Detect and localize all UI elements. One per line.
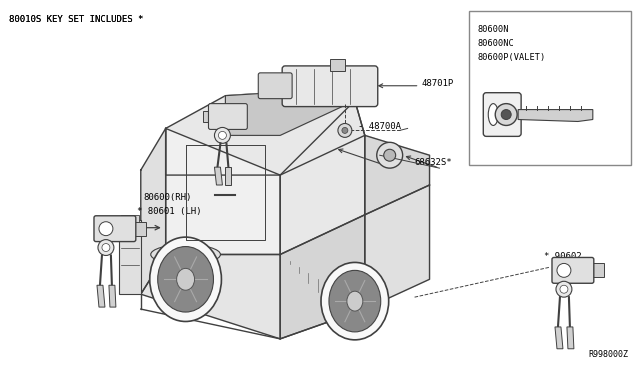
Polygon shape (121, 215, 139, 230)
Ellipse shape (150, 237, 221, 321)
Text: 80600NC: 80600NC (477, 39, 514, 48)
Text: R998000Z: R998000Z (589, 350, 628, 359)
Polygon shape (365, 135, 429, 215)
Text: 80010S KEY SET INCLUDES *: 80010S KEY SET INCLUDES * (10, 15, 144, 24)
Polygon shape (555, 327, 563, 349)
Polygon shape (128, 222, 146, 235)
Circle shape (102, 244, 110, 251)
Text: - 48700A: - 48700A (358, 122, 401, 131)
FancyBboxPatch shape (209, 104, 247, 129)
Text: 80600P(VALET): 80600P(VALET) (477, 53, 545, 62)
Bar (469, 11, 630, 165)
Circle shape (214, 128, 230, 143)
Ellipse shape (177, 268, 195, 290)
Circle shape (218, 131, 227, 140)
Ellipse shape (157, 247, 214, 312)
Polygon shape (280, 101, 365, 254)
Polygon shape (365, 185, 429, 309)
Circle shape (338, 124, 352, 137)
Text: 48701P: 48701P (422, 79, 454, 88)
Text: 48700*: 48700* (252, 98, 285, 107)
Polygon shape (225, 91, 355, 135)
Text: 80010S KEY SET INCLUDES *: 80010S KEY SET INCLUDES * (10, 15, 144, 24)
Polygon shape (109, 285, 116, 307)
Ellipse shape (151, 244, 220, 264)
Circle shape (495, 104, 517, 125)
Ellipse shape (347, 291, 363, 311)
Polygon shape (119, 220, 141, 294)
Circle shape (98, 240, 114, 256)
Polygon shape (225, 167, 232, 185)
FancyBboxPatch shape (259, 73, 292, 99)
Polygon shape (214, 167, 223, 185)
FancyBboxPatch shape (94, 216, 136, 241)
Polygon shape (166, 91, 365, 175)
Text: 80600N: 80600N (477, 25, 509, 34)
Circle shape (556, 281, 572, 297)
Circle shape (377, 142, 403, 168)
Text: * 80601 (LH): * 80601 (LH) (137, 207, 202, 216)
Circle shape (501, 110, 511, 119)
Ellipse shape (321, 262, 388, 340)
Polygon shape (586, 263, 604, 277)
Polygon shape (567, 327, 574, 349)
Circle shape (560, 285, 568, 293)
FancyBboxPatch shape (282, 66, 378, 107)
Text: 80600(RH): 80600(RH) (144, 193, 192, 202)
Polygon shape (97, 285, 105, 307)
Text: 68632S*: 68632S* (415, 158, 452, 167)
Polygon shape (518, 110, 593, 122)
Circle shape (342, 128, 348, 134)
FancyBboxPatch shape (483, 93, 521, 137)
Polygon shape (166, 128, 280, 254)
Polygon shape (202, 110, 216, 122)
FancyBboxPatch shape (552, 257, 594, 283)
Ellipse shape (488, 104, 498, 125)
Polygon shape (330, 59, 345, 71)
Text: * 90602: * 90602 (544, 251, 582, 260)
Circle shape (384, 149, 396, 161)
Polygon shape (141, 254, 280, 339)
Polygon shape (141, 128, 166, 294)
Polygon shape (280, 215, 365, 339)
Ellipse shape (329, 270, 381, 332)
Circle shape (99, 222, 113, 235)
Circle shape (557, 263, 571, 277)
